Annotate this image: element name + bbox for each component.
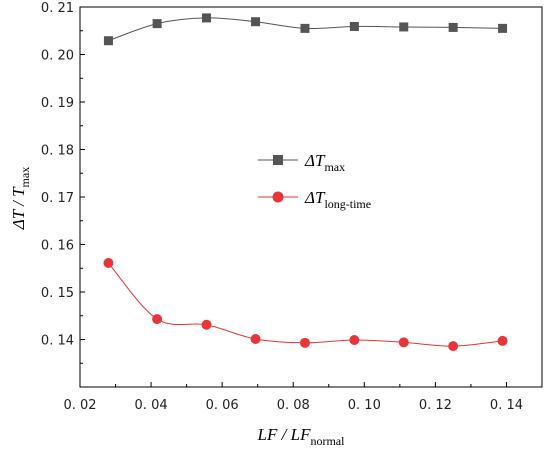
x-axis: 0. 02 0. 04 0. 06 0. 08 0. 10 0. 12 0. 14 <box>63 382 523 413</box>
x-tick-label: 0. 04 <box>135 398 168 413</box>
legend-label-max-main: ΔT <box>304 151 326 170</box>
x-tick-label: 0. 08 <box>277 398 310 413</box>
data-point-circle <box>152 314 163 325</box>
x-tick-label: 0. 02 <box>63 398 96 413</box>
y-tick-label: 0. 15 <box>41 286 74 301</box>
data-point-square <box>498 23 508 33</box>
data-point-circle <box>103 258 114 269</box>
legend-label-long-time: ΔTlong-time <box>304 188 371 211</box>
data-point-square <box>103 36 113 46</box>
data-point-square <box>300 23 310 33</box>
y-tick-label: 0. 20 <box>41 49 74 64</box>
x-tick-label: 0. 10 <box>348 398 381 413</box>
x-tick-label: 0. 06 <box>206 398 239 413</box>
y-axis-title: ΔT / Tmax <box>9 167 32 230</box>
y-axis-title-main: ΔT / T <box>9 186 28 230</box>
data-point-circle <box>250 334 261 345</box>
y-tick-label: 0. 21 <box>41 1 74 16</box>
data-point-square <box>251 17 261 27</box>
y-axis: 0. 14 0. 15 0. 16 0. 17 0. 18 0. 19 0. 20 0. 21 <box>41 1 85 364</box>
legend-label-long-time-sub: long-time <box>324 197 371 211</box>
y-tick-label: 0. 17 <box>41 191 74 206</box>
x-tick-label: 0. 14 <box>490 398 523 413</box>
data-point-square <box>399 22 409 32</box>
data-point-circle <box>448 341 459 352</box>
legend-marker-max <box>273 155 283 165</box>
x-axis-title: LF / LFnormal <box>257 425 346 448</box>
x-axis-title-sub: normal <box>310 434 345 448</box>
data-point-square <box>448 22 458 32</box>
x-axis-title-main: LF / LF <box>257 425 312 444</box>
data-point-circle <box>497 335 508 346</box>
data-point-circle <box>299 337 310 348</box>
data-point-circle <box>201 319 212 330</box>
legend: ΔTmax ΔTlong-time <box>258 151 371 211</box>
data-point-circle <box>349 334 360 345</box>
y-tick-label: 0. 19 <box>41 96 74 111</box>
series-line-1 <box>108 262 503 347</box>
y-axis-title-sub: max <box>18 167 32 188</box>
legend-label-max: ΔTmax <box>304 151 345 174</box>
data-point-circle <box>398 337 409 348</box>
y-tick-label: 0. 14 <box>41 334 74 349</box>
legend-marker-long-time <box>272 191 284 203</box>
data-point-square <box>349 21 359 31</box>
y-tick-label: 0. 16 <box>41 239 74 254</box>
legend-label-max-sub: max <box>324 160 345 174</box>
y-tick-label: 0. 18 <box>41 144 74 159</box>
legend-label-long-time-main: ΔT <box>304 188 326 207</box>
x-tick-label: 0. 12 <box>419 398 452 413</box>
data-point-square <box>202 13 212 23</box>
data-point-square <box>152 19 162 29</box>
series-layer <box>103 13 508 352</box>
